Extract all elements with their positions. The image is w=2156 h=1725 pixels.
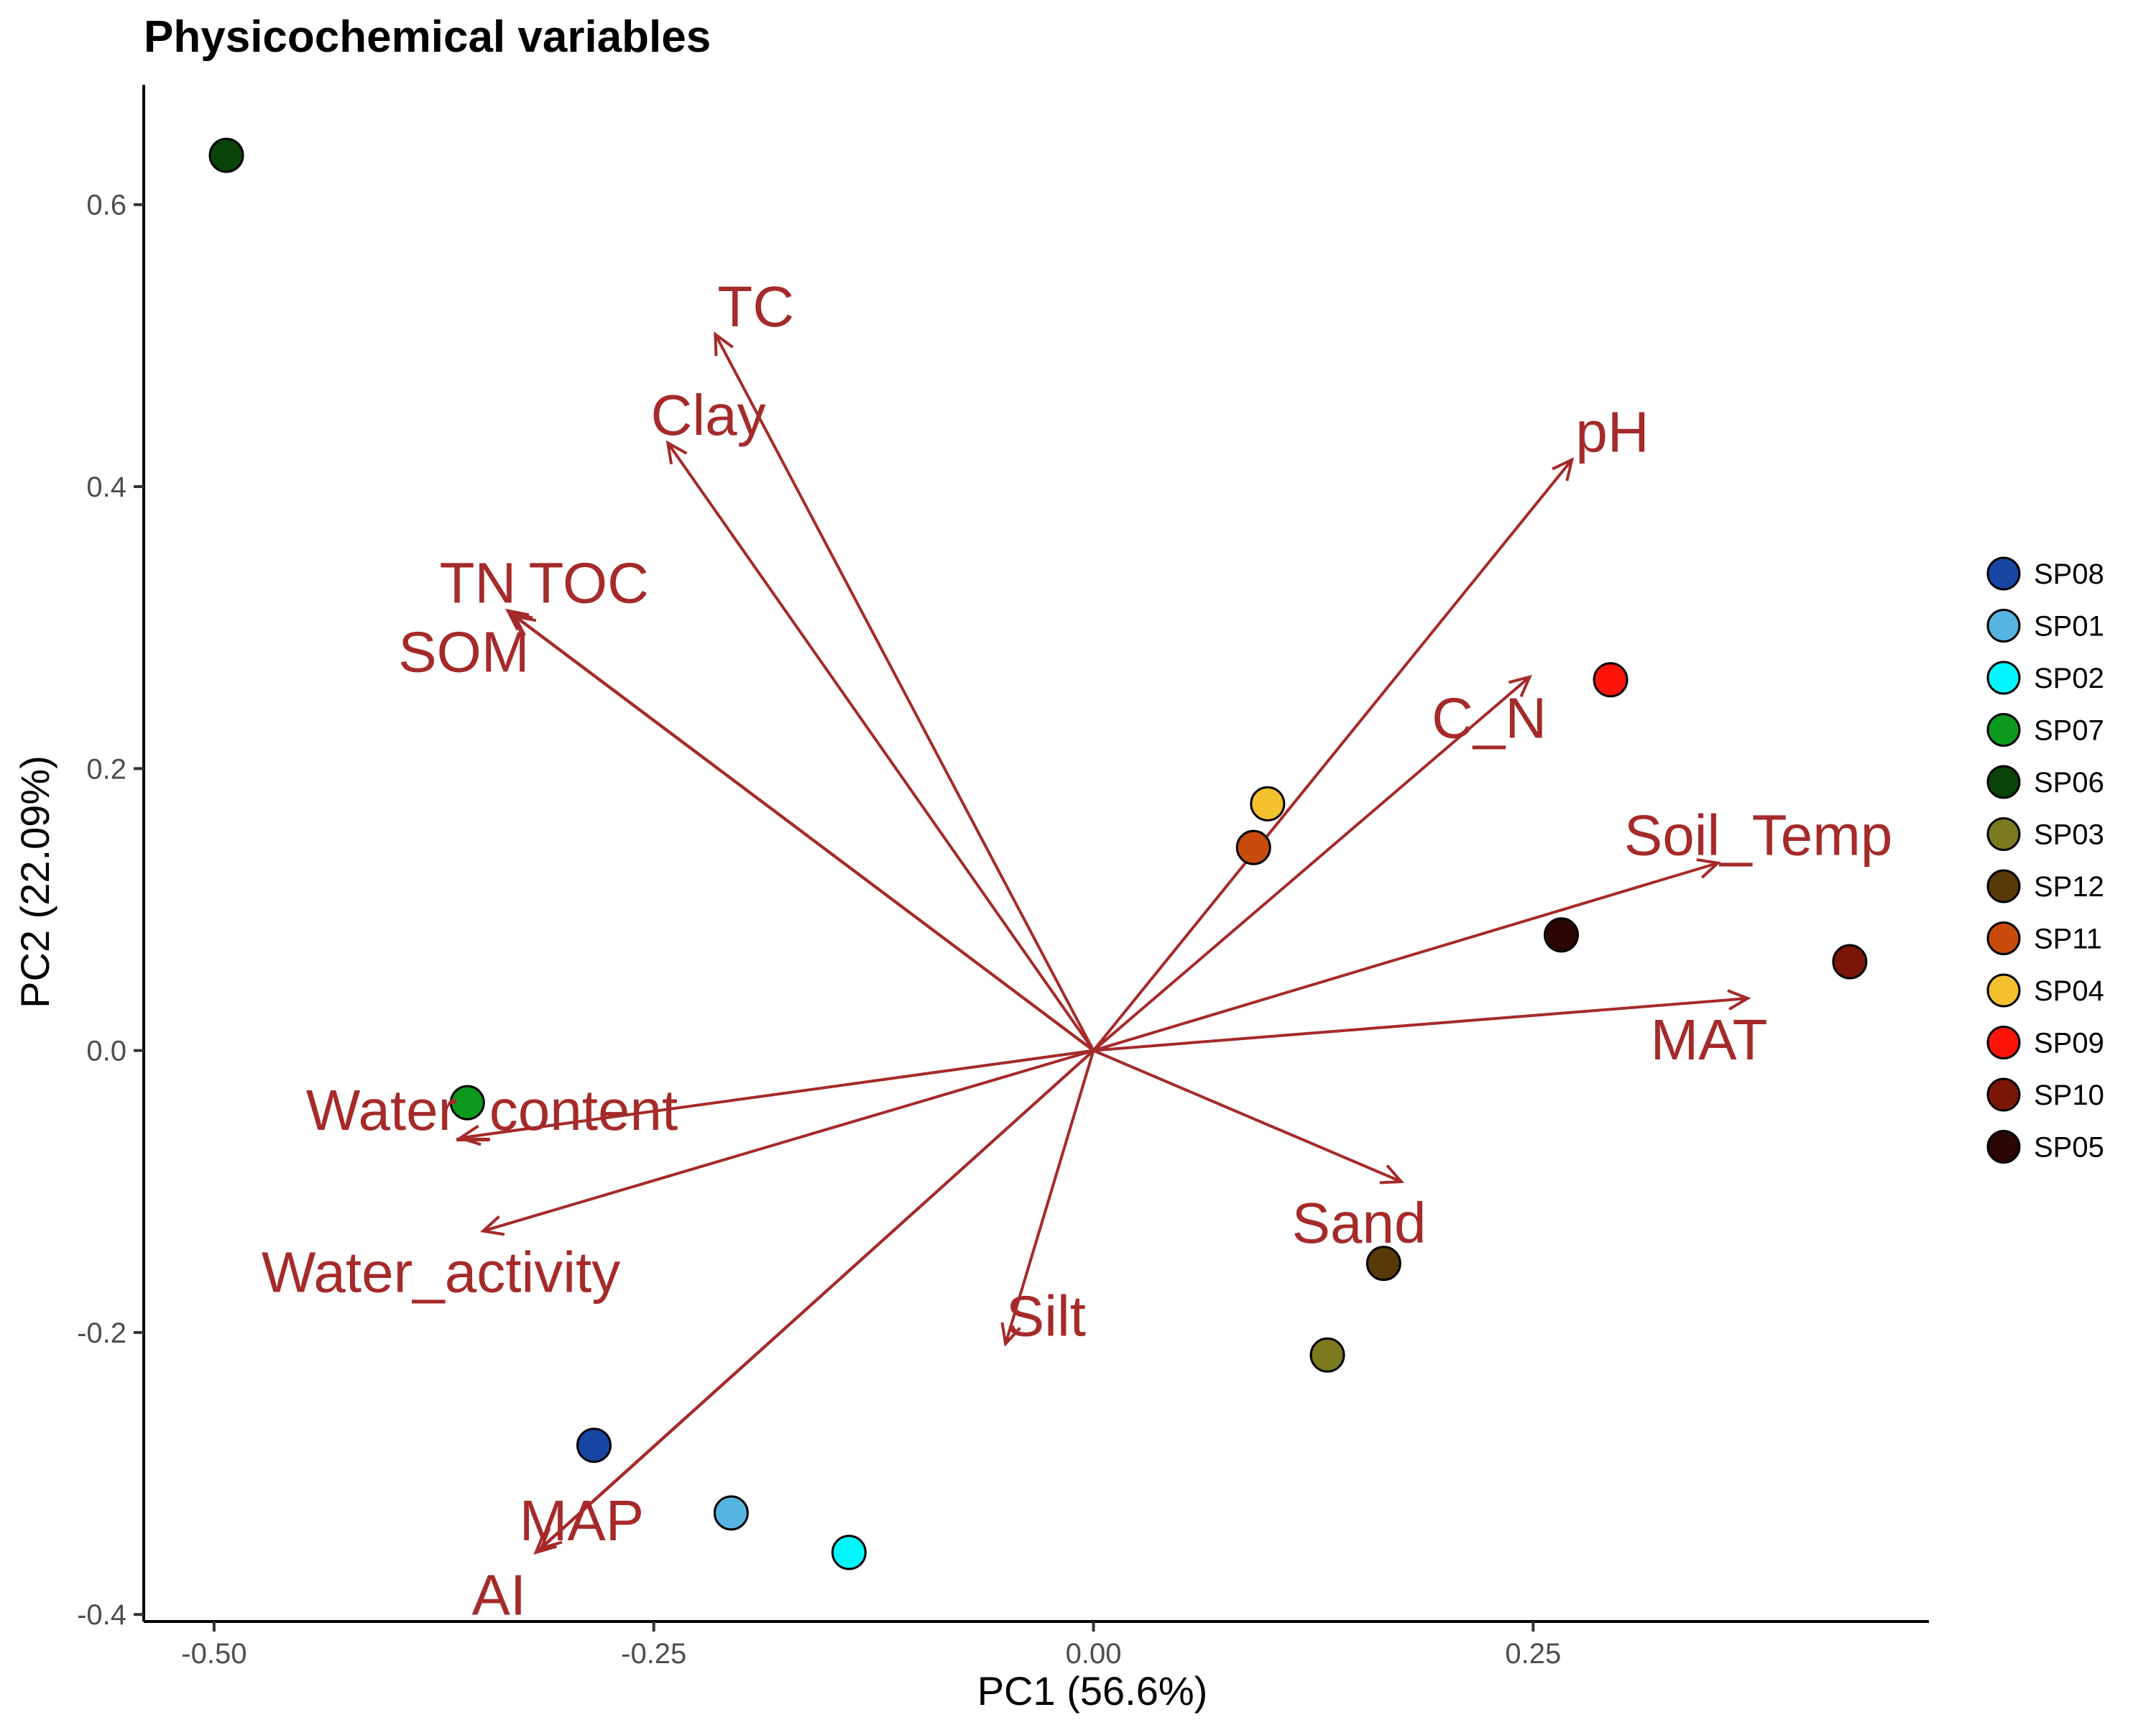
arrow-label-MAT: MAT bbox=[1651, 1008, 1768, 1072]
point-SP02 bbox=[831, 1535, 867, 1570]
legend-label-SP03: SP03 bbox=[2034, 819, 2104, 851]
legend-label-SP08: SP08 bbox=[2034, 558, 2104, 590]
legend-key-SP08 bbox=[1986, 556, 2021, 591]
y-tick-label: 0.4 bbox=[86, 472, 126, 503]
arrow-line-AI bbox=[535, 1049, 1095, 1554]
legend-key-SP07 bbox=[1986, 713, 2021, 747]
arrow-line-Sand bbox=[1092, 1049, 1402, 1183]
legend-key-SP09 bbox=[1986, 1026, 2021, 1059]
legend-label-SP02: SP02 bbox=[2034, 663, 2104, 694]
legend-label-SP10: SP10 bbox=[2034, 1080, 2104, 1111]
point-SP08 bbox=[576, 1427, 612, 1463]
arrow-line-SOM bbox=[510, 612, 1095, 1052]
x-tick-label: 0.00 bbox=[1066, 1638, 1122, 1670]
arrow-line-Clay bbox=[666, 442, 1095, 1052]
x-tick-label: -0.25 bbox=[621, 1638, 686, 1670]
x-axis-title: PC1 (56.6%) bbox=[977, 1668, 1208, 1714]
legend-key-SP12 bbox=[1986, 869, 2021, 903]
arrow-line-MAT bbox=[1093, 997, 1749, 1052]
point-SP03 bbox=[1309, 1337, 1345, 1373]
y-axis-title: PC2 (22.09%) bbox=[12, 755, 57, 1008]
arrow-label-Water_activity: Water_activity bbox=[262, 1241, 620, 1305]
arrow-line-Water_activity bbox=[482, 1049, 1095, 1233]
arrow-label-Water_content: Water_content bbox=[306, 1078, 678, 1142]
arrow-label-TOC: TOC bbox=[528, 551, 648, 615]
x-tick-label: -0.50 bbox=[181, 1638, 247, 1670]
arrow-line-pH bbox=[1092, 459, 1573, 1052]
y-tick-label: -0.2 bbox=[77, 1317, 126, 1349]
chart-title: Physicochemical variables bbox=[144, 12, 711, 62]
arrow-head-SOM bbox=[508, 611, 533, 634]
point-SP09 bbox=[1593, 662, 1628, 698]
legend-key-SP10 bbox=[1986, 1077, 2021, 1112]
legend-key-SP02 bbox=[1986, 661, 2021, 695]
legend-label-SP05: SP05 bbox=[2034, 1132, 2104, 1164]
arrow-head-pH bbox=[1552, 457, 1575, 482]
arrow-head-Water_activity bbox=[479, 1215, 505, 1236]
point-SP12 bbox=[1365, 1246, 1401, 1282]
arrow-head-MAT bbox=[1727, 989, 1751, 1011]
legend-label-SP09: SP09 bbox=[2034, 1028, 2104, 1059]
arrow-label-SOM: SOM bbox=[398, 620, 529, 684]
arrow-label-TN: TN bbox=[440, 551, 517, 615]
y-tick-label: -0.4 bbox=[77, 1599, 126, 1631]
arrow-head-Water_content bbox=[456, 1124, 482, 1146]
y-tick-label: 0.6 bbox=[86, 190, 126, 221]
point-SP11 bbox=[1235, 829, 1271, 865]
legend-key-SP04 bbox=[1986, 973, 2021, 1008]
arrow-head-Silt bbox=[1000, 1322, 1021, 1347]
plot-area: -0.50 -0.25 0.00 0.25 -0.4 -0.2 0.0 0.2 0.4 0.6 TC… bbox=[77, 85, 1929, 1670]
legend-key-SP05 bbox=[1986, 1130, 2021, 1164]
legend-key-SP03 bbox=[1986, 817, 2021, 851]
legend: SP08 SP01 SP02 SP07 SP06 SP03 SP12 SP11 SP04 SP09… bbox=[1986, 556, 2104, 1164]
point-SP06 bbox=[208, 137, 244, 173]
point-SP01 bbox=[713, 1495, 749, 1531]
arrow-head-TN bbox=[505, 608, 530, 631]
arrow-label-TC: TC bbox=[717, 275, 794, 339]
arrow-label-Clay: Clay bbox=[651, 383, 766, 447]
arrow-head-Clay bbox=[665, 440, 688, 465]
arrow-line-C_N bbox=[1092, 676, 1531, 1052]
legend-key-SP06 bbox=[1986, 765, 2021, 799]
point-SP05 bbox=[1544, 917, 1580, 953]
legend-key-SP01 bbox=[1986, 609, 2021, 643]
arrow-line-Water_content bbox=[460, 1049, 1094, 1140]
point-SP10 bbox=[1832, 944, 1868, 980]
point-SP07 bbox=[449, 1085, 485, 1121]
arrow-line-TC bbox=[714, 334, 1095, 1052]
legend-label-SP06: SP06 bbox=[2034, 767, 2104, 799]
y-tick-label: 0.0 bbox=[86, 1036, 126, 1067]
x-tick-label: 0.25 bbox=[1505, 1638, 1561, 1670]
legend-key-SP11 bbox=[1986, 921, 2021, 955]
arrow-line-Soil_Temp bbox=[1092, 861, 1718, 1052]
legend-label-SP07: SP07 bbox=[2034, 715, 2104, 747]
arrow-head-C_N bbox=[1508, 674, 1532, 698]
arrow-label-Silt: Silt bbox=[1006, 1284, 1086, 1348]
arrow-line-Silt bbox=[1004, 1050, 1095, 1345]
arrow-label-pH: pH bbox=[1575, 400, 1649, 464]
legend-label-SP12: SP12 bbox=[2034, 871, 2104, 903]
legend-label-SP01: SP01 bbox=[2034, 611, 2104, 643]
legend-label-SP11: SP11 bbox=[2034, 924, 2102, 955]
arrow-label-Sand: Sand bbox=[1292, 1191, 1427, 1255]
arrow-label-Soil_Temp: Soil_Temp bbox=[1624, 804, 1893, 868]
arrow-label-AI: AI bbox=[472, 1563, 527, 1627]
legend-label-SP04: SP04 bbox=[2034, 975, 2104, 1007]
arrow-head-Soil_Temp bbox=[1696, 858, 1721, 879]
arrow-label-C_N: C_N bbox=[1432, 686, 1547, 750]
point-SP04 bbox=[1250, 786, 1286, 822]
arrow-head-AI bbox=[533, 1532, 558, 1555]
y-tick-label: 0.2 bbox=[86, 753, 126, 785]
arrow-label-MAP: MAP bbox=[520, 1489, 644, 1552]
arrow-head-TC bbox=[714, 331, 734, 356]
arrow-head-Sand bbox=[1379, 1164, 1405, 1184]
